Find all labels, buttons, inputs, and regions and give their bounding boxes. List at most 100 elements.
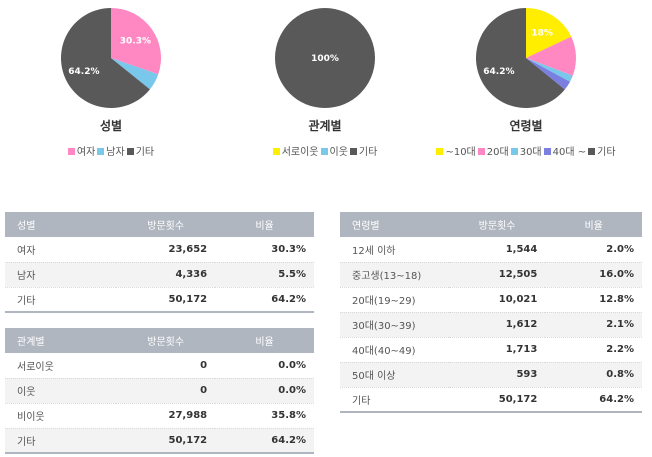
visit-count: 0: [116, 353, 216, 379]
row-label: 중고생(13~18): [340, 262, 449, 288]
pie-slice: [526, 36, 577, 76]
row-label: 이웃: [5, 378, 117, 404]
row-label: 서로이웃: [5, 353, 117, 379]
ratio: 2.1%: [545, 312, 642, 338]
table-row: 비이웃 27,988 35.8%: [5, 403, 314, 429]
gender-table: 성별 방문횟수 비율 여자 23,652 30.3% 남자 4,336 5.5% 기타 50,172…: [5, 212, 314, 313]
pie-slice: [526, 58, 571, 90]
gender-chart: 30.3% 64.2% 성별 여자 남자 기타: [11, 0, 211, 175]
ratio: 0.0%: [215, 353, 314, 379]
visit-count: 1,544: [448, 237, 546, 263]
visit-count: 50,172: [448, 387, 546, 413]
legend-swatch: [588, 148, 596, 155]
legend-item: 40대 ~: [543, 147, 587, 158]
table-row: 50대 이상 593 0.8%: [340, 362, 642, 388]
legend-item: ~10대: [436, 147, 476, 158]
legend-label: 40대 ~: [552, 147, 587, 158]
legend-swatch: [477, 148, 485, 155]
legend-item: 여자: [67, 147, 95, 158]
table-row: 기타 50,172 64.2%: [340, 387, 642, 413]
pie-slice: [60, 7, 150, 108]
legend-item: 30대: [510, 147, 542, 158]
ratio: 2.0%: [545, 237, 642, 263]
legend-swatch: [436, 148, 444, 155]
legend-label: 서로이웃: [281, 147, 319, 158]
pie-slice: [526, 8, 572, 58]
age-table: 연령별 방문횟수 비율 12세 이하 1,544 2.0% 중고생(13~18) 12,505…: [340, 212, 642, 413]
row-label: 기타: [5, 428, 117, 454]
relation-table: 관계별 방문횟수 비율 서로이웃 0 0.0% 이웃 0 0.0% 비이웃 27,988 35.8% 기…: [5, 328, 314, 454]
legend-swatch: [272, 148, 280, 155]
column-header: 비율: [545, 212, 642, 237]
row-label: 40대(40~49): [340, 337, 449, 363]
legend-label: 30대: [519, 147, 542, 158]
table-row: 서로이웃 0 0.0%: [5, 353, 314, 379]
ratio: 35.8%: [215, 403, 314, 429]
column-header: 방문횟수: [116, 328, 216, 353]
legend-label: 남자: [106, 147, 125, 158]
ratio: 2.2%: [545, 337, 642, 363]
column-header: 비율: [215, 212, 314, 237]
legend-item: 기타: [349, 147, 378, 158]
ratio: 64.2%: [545, 387, 642, 413]
column-header: 연령별: [340, 212, 449, 237]
ratio: 5.5%: [215, 262, 314, 288]
visit-count: 4,336: [116, 262, 216, 288]
age-chart-title: 연령별: [509, 119, 543, 133]
legend-label: 기타: [597, 147, 616, 158]
table-header-row: 연령별 방문횟수 비율: [340, 212, 642, 237]
legend-swatch: [126, 148, 134, 155]
pie-data-label: 100%: [311, 54, 339, 64]
pie-data-label: 64.2%: [68, 67, 99, 77]
pie-data-label: 64.2%: [483, 67, 514, 77]
table-row: 이웃 0 0.0%: [5, 378, 314, 404]
table-row: 여자 23,652 30.3%: [5, 237, 314, 263]
legend-label: 이웃: [329, 147, 348, 158]
visit-count: 50,172: [116, 428, 216, 454]
row-label: 30대(30~39): [340, 312, 449, 338]
visit-count: 12,505: [448, 262, 546, 288]
row-label: 12세 이하: [340, 237, 449, 263]
age-chart: 18% 64.2% 연령별 ~10대 20대 30대 40대 ~ 기타: [426, 0, 626, 175]
legend-swatch: [543, 148, 551, 155]
relation-pie: 100%: [275, 8, 375, 108]
legend-item: 20대: [477, 147, 509, 158]
legend-swatch: [320, 148, 328, 155]
pie-slice: [526, 58, 573, 82]
row-label: 기타: [5, 287, 117, 313]
ratio: 30.3%: [215, 237, 314, 263]
ratio: 0.0%: [215, 378, 314, 404]
visit-count: 23,652: [116, 237, 216, 263]
pie-data-label: 30.3%: [120, 37, 151, 47]
table-header-row: 관계별 방문횟수 비율: [5, 328, 314, 353]
row-label: 50대 이상: [340, 362, 449, 388]
column-header: 비율: [215, 328, 314, 353]
pie-data-label: 18%: [531, 29, 553, 39]
pie-slice: [111, 8, 161, 75]
legend-label: 기타: [358, 147, 378, 158]
table-row: 남자 4,336 5.5%: [5, 262, 314, 288]
pie-slice: [275, 8, 375, 108]
visit-count: 0: [116, 378, 216, 404]
gender-chart-title: 성별: [99, 119, 123, 133]
row-label: 비이웃: [5, 403, 117, 429]
legend-item: 남자: [97, 147, 125, 158]
visit-count: 1,612: [448, 312, 546, 338]
visit-count: 27,988: [116, 403, 216, 429]
ratio: 64.2%: [215, 428, 314, 454]
relation-chart: 100% 관계별 서로이웃 이웃 기타: [225, 0, 425, 175]
column-header: 성별: [5, 212, 117, 237]
pie-slice: [111, 58, 159, 90]
relation-chart-title: 관계별: [308, 119, 342, 133]
column-header: 방문횟수: [448, 212, 546, 237]
ratio: 64.2%: [215, 287, 314, 313]
legend-item: 기타: [126, 147, 155, 158]
column-header: 방문횟수: [116, 212, 216, 237]
legend-label: 기타: [135, 147, 155, 158]
visit-count: 593: [448, 362, 546, 388]
age-legend: ~10대 20대 30대 40대 ~ 기타: [426, 143, 626, 158]
legend-swatch: [97, 148, 105, 155]
pie-slice: [476, 8, 565, 108]
column-header: 관계별: [5, 328, 117, 353]
row-label: 남자: [5, 262, 117, 288]
